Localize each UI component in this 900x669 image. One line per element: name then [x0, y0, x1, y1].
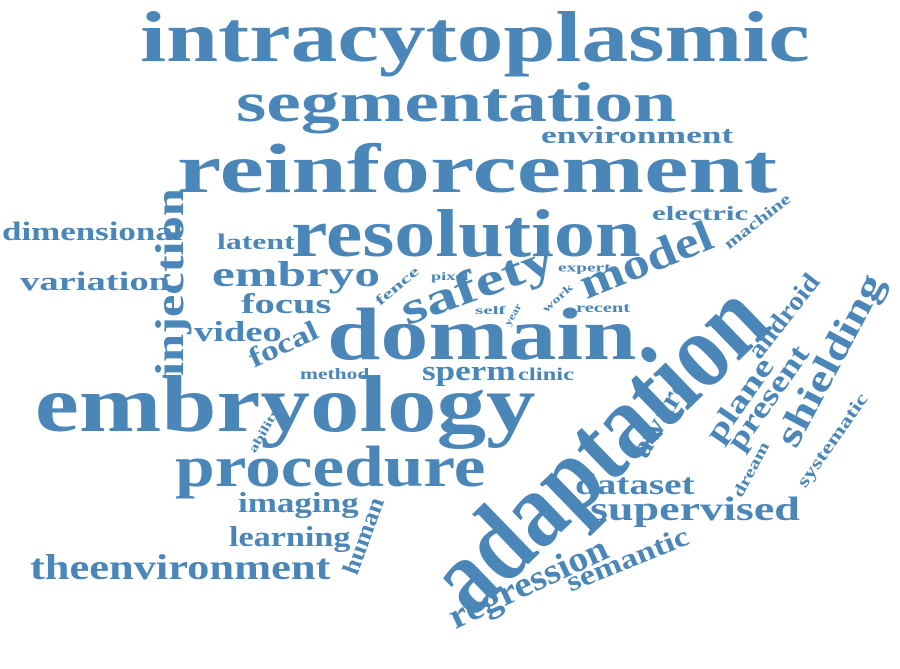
word: imaging [238, 488, 359, 519]
word: learning [229, 522, 351, 553]
word: injection [147, 188, 192, 377]
word: focus [240, 289, 332, 320]
word: embryology [34, 361, 536, 449]
word: recent [576, 301, 631, 316]
word: clinic [517, 364, 575, 384]
word: dimensional [2, 217, 183, 246]
word: self [474, 303, 506, 317]
word: intracytoplasmic [140, 0, 810, 77]
word: environment [540, 123, 734, 149]
word: domain [327, 294, 637, 376]
word: electric [652, 203, 749, 225]
word: video [194, 317, 282, 348]
word: procedure [175, 434, 486, 499]
word: method [300, 366, 370, 383]
word: reinforcement [177, 131, 778, 208]
word: supervised [589, 491, 800, 528]
word: embryo [211, 254, 380, 294]
word: theenvironment [29, 547, 331, 587]
word: sperm [422, 356, 516, 387]
word: latent [217, 229, 295, 254]
word: dataset [575, 468, 695, 501]
word: pixel [431, 269, 469, 283]
word: variation [20, 267, 171, 296]
word: expert [557, 259, 611, 275]
word: resolution [290, 195, 641, 271]
word: segmentation [236, 72, 677, 134]
